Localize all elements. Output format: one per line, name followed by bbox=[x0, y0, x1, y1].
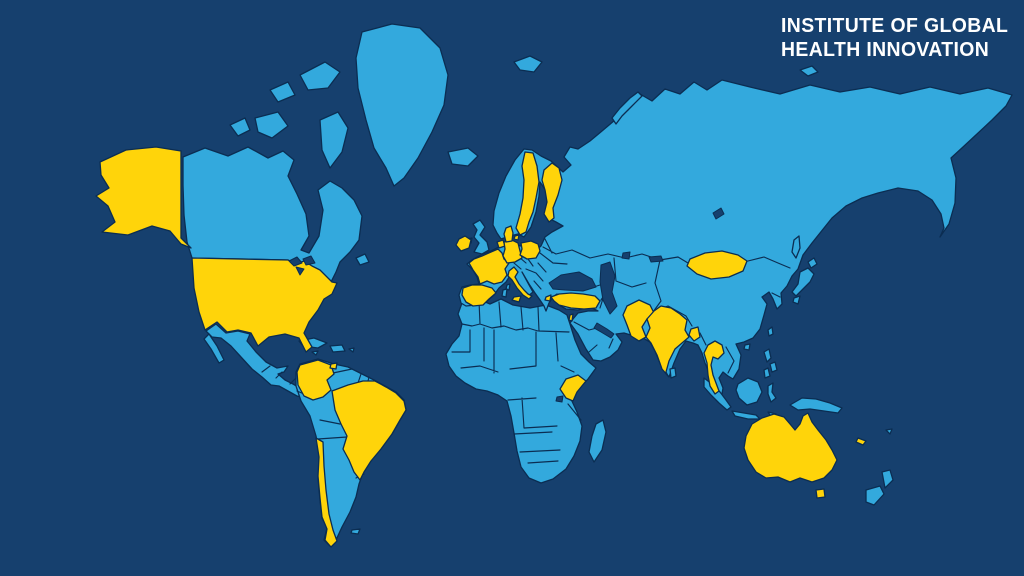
country-kenya bbox=[559, 374, 587, 402]
island-sakhalin bbox=[791, 235, 801, 259]
island-hokkaido bbox=[807, 257, 818, 269]
continent-eurasia bbox=[458, 79, 1013, 401]
island-fiji bbox=[885, 428, 893, 435]
country-turkey bbox=[550, 292, 601, 310]
country-italy bbox=[507, 266, 533, 300]
island-hispaniola bbox=[329, 344, 346, 353]
country-usa-mainland bbox=[191, 257, 338, 353]
island-visayas bbox=[769, 361, 778, 373]
island-nz-south bbox=[865, 485, 885, 506]
great-lake-michigan bbox=[295, 266, 305, 276]
island-ellesmere bbox=[299, 61, 341, 91]
island-jamaica bbox=[311, 350, 319, 356]
country-sweden bbox=[515, 151, 540, 236]
island-hainan bbox=[743, 343, 751, 351]
country-poland bbox=[519, 240, 541, 260]
island-new-caledonia bbox=[855, 437, 867, 446]
island-honshu bbox=[791, 267, 815, 297]
island-newfoundland bbox=[355, 253, 370, 266]
lake-baikal bbox=[712, 207, 725, 220]
persian-gulf bbox=[593, 322, 615, 339]
country-thailand bbox=[703, 340, 725, 395]
island-new-guinea bbox=[789, 397, 843, 414]
great-lake-superior bbox=[288, 256, 303, 267]
island-kyushu bbox=[792, 295, 801, 305]
island-sicily bbox=[511, 295, 522, 303]
island-sulawesi bbox=[767, 382, 777, 403]
island-novaya-zemlya bbox=[611, 91, 643, 125]
country-trinidad-and-tobago bbox=[329, 362, 338, 370]
baja-peninsula bbox=[203, 333, 225, 364]
country-ireland bbox=[455, 235, 472, 252]
country-mongolia bbox=[686, 250, 748, 280]
country-australia bbox=[743, 412, 838, 483]
country-greenland bbox=[355, 23, 449, 187]
country-finland bbox=[541, 162, 563, 223]
logo-title-line2: HEALTH INNOVATION bbox=[780, 39, 989, 61]
island-luzon bbox=[763, 348, 772, 363]
island-java bbox=[731, 410, 761, 420]
turkey-thrace bbox=[544, 294, 552, 302]
aral-sea bbox=[621, 251, 631, 260]
island-nz-north bbox=[881, 469, 894, 489]
country-israel bbox=[568, 313, 574, 322]
institute-logo: INSTITUTE OF GLOBAL HEALTH INNOVATION bbox=[781, 14, 1008, 62]
country-united-kingdom bbox=[472, 219, 490, 255]
country-germany bbox=[502, 239, 523, 264]
country-colombia bbox=[296, 359, 335, 401]
logo-title-line1: INSTITUTE OF GLOBAL bbox=[780, 15, 1008, 37]
country-pakistan bbox=[622, 299, 655, 342]
island-puerto-rico bbox=[348, 347, 355, 353]
island-svalbard bbox=[513, 55, 543, 73]
lake-balkhash bbox=[648, 255, 664, 263]
great-lake-huron bbox=[302, 255, 316, 266]
denmark-islands bbox=[513, 234, 520, 241]
country-spain bbox=[461, 284, 497, 307]
island-tasmania bbox=[815, 488, 826, 499]
black-sea bbox=[548, 271, 597, 292]
country-india bbox=[645, 305, 690, 377]
caspian-sea bbox=[599, 261, 618, 315]
island-new-siberian bbox=[799, 65, 819, 77]
island-mindanao bbox=[763, 367, 771, 379]
island-taiwan bbox=[767, 326, 774, 337]
arctic-island-b bbox=[269, 81, 296, 103]
lake-victoria bbox=[555, 395, 564, 403]
island-sri-lanka bbox=[669, 367, 677, 379]
country-iceland bbox=[447, 147, 479, 167]
country-chile bbox=[315, 437, 338, 548]
country-brazil bbox=[331, 380, 407, 481]
island-victoria bbox=[254, 111, 289, 139]
island-baffin bbox=[319, 111, 349, 169]
island-falklands bbox=[350, 528, 361, 535]
country-usa-alaska bbox=[95, 146, 192, 249]
country-france bbox=[468, 248, 510, 285]
island-borneo bbox=[735, 377, 763, 406]
arctic-island-a bbox=[229, 117, 251, 137]
island-madagascar bbox=[588, 419, 607, 463]
island-sardinia bbox=[501, 288, 508, 298]
country-bangladesh bbox=[688, 326, 701, 342]
country-denmark bbox=[503, 225, 514, 243]
